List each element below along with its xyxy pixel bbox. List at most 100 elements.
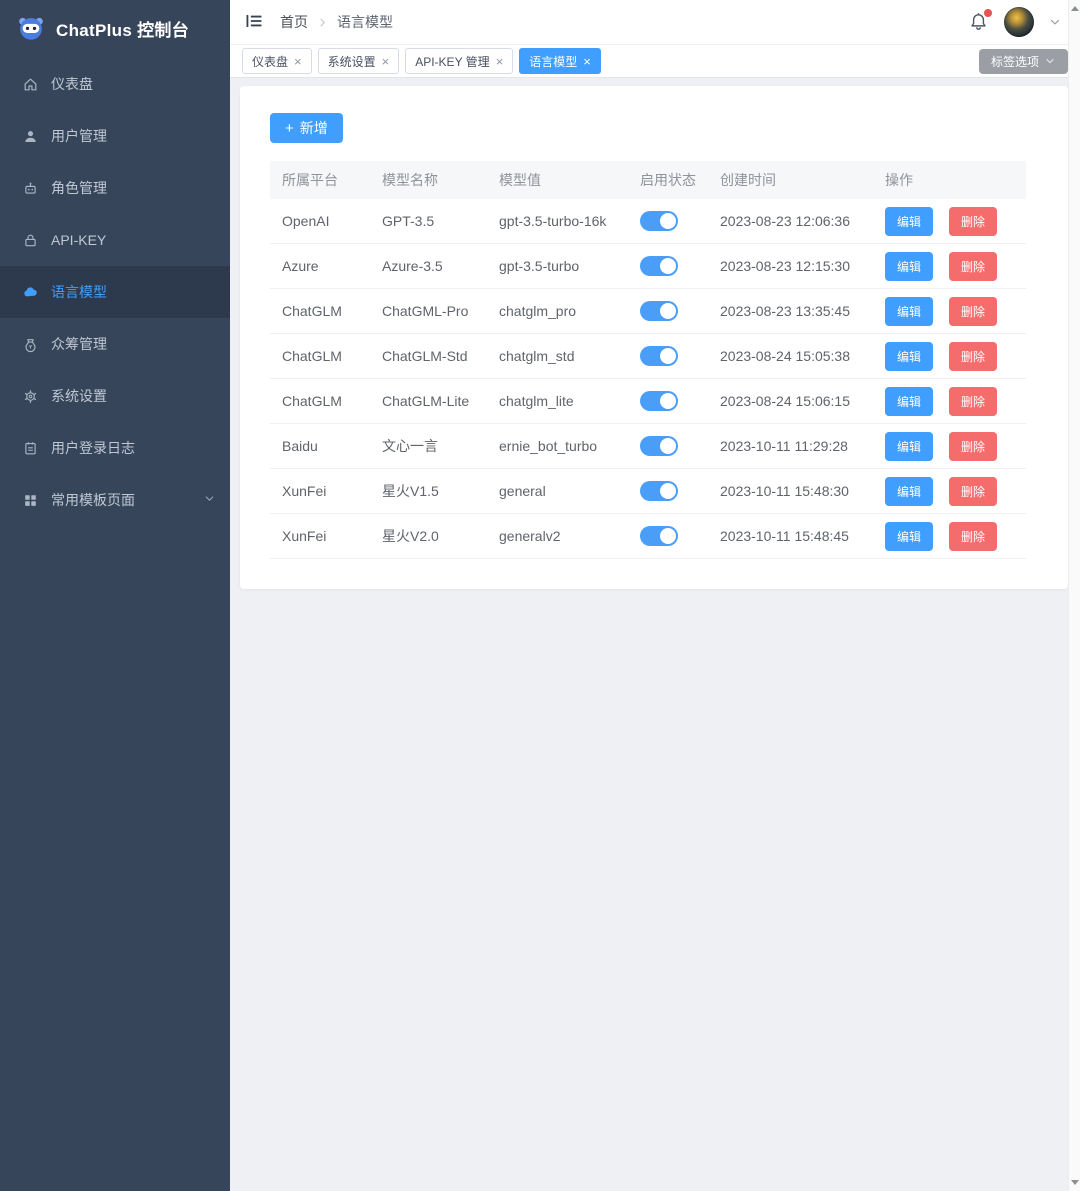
cell-platform: ChatGLM — [282, 303, 342, 319]
edit-button[interactable]: 编辑 — [885, 341, 934, 371]
delete-button[interactable]: 删除 — [949, 521, 998, 551]
tab[interactable]: 语言模型 × — [519, 48, 601, 74]
sidebar-item-roles[interactable]: 角色管理 — [0, 162, 230, 214]
close-icon[interactable]: × — [495, 53, 504, 69]
cell-model-name: 星火V2.0 — [382, 528, 439, 544]
edit-button[interactable]: 编辑 — [885, 206, 934, 236]
cell-status — [628, 526, 708, 546]
cell-status — [628, 211, 708, 231]
cell-model-name: GPT-3.5 — [382, 213, 435, 229]
cell-model-value: chatglm_std — [499, 348, 575, 364]
scroll-up-arrow[interactable] — [1070, 6, 1079, 11]
enable-toggle[interactable] — [640, 211, 678, 231]
cell-model-name: ChatGML-Pro — [382, 303, 469, 319]
cell-created: 2023-08-23 12:15:30 — [720, 258, 850, 274]
sidebar-item-login-log[interactable]: 用户登录日志 — [0, 422, 230, 474]
delete-button[interactable]: 删除 — [949, 251, 998, 281]
tab[interactable]: API-KEY 管理 × — [405, 48, 514, 74]
apikey-icon — [22, 232, 39, 249]
table-row: ChatGLM ChatGML-Pro chatglm_pro 2023-08-… — [270, 289, 1026, 334]
sidebar-item-apikey[interactable]: API-KEY — [0, 214, 230, 266]
models-table: 所属平台 模型名称 模型值 启用状态 创建时间 操作 OpenAI GPT-3.5 gpt… — [270, 161, 1026, 559]
tag-options-button[interactable]: 标签选项 — [978, 48, 1068, 74]
enable-toggle[interactable] — [640, 481, 678, 501]
column-header: 操作 — [885, 172, 913, 188]
cell-created: 2023-08-23 13:35:45 — [720, 303, 850, 319]
sidebar-item-users[interactable]: 用户管理 — [0, 110, 230, 162]
templates-icon — [22, 492, 39, 509]
login-log-icon — [22, 440, 39, 457]
main-area: 首页 语言模型 仪表盘 × 系统设置 × API-KEY 管理 × 语言模型 × — [230, 0, 1080, 1191]
tab[interactable]: 系统设置 × — [317, 48, 400, 74]
enable-toggle[interactable] — [640, 526, 678, 546]
enable-toggle[interactable] — [640, 391, 678, 411]
breadcrumb-current: 语言模型 — [337, 14, 393, 30]
enable-toggle[interactable] — [640, 436, 678, 456]
enable-toggle[interactable] — [640, 301, 678, 321]
column-header: 模型名称 — [382, 172, 438, 188]
cell-actions: 编辑 删除 — [873, 386, 1026, 416]
sidebar-item-models[interactable]: 语言模型 — [0, 266, 230, 318]
edit-button[interactable]: 编辑 — [885, 431, 934, 461]
sidebar-item-settings[interactable]: 系统设置 — [0, 370, 230, 422]
plus-icon: + — [285, 119, 294, 137]
app-logo: ChatPlus 控制台 — [0, 0, 230, 56]
scroll-down-arrow[interactable] — [1070, 1180, 1079, 1185]
delete-button[interactable]: 删除 — [949, 206, 998, 236]
table-row: XunFei 星火V1.5 general 2023-10-11 15:48:3… — [270, 469, 1026, 514]
sidebar-item-dashboard[interactable]: 仪表盘 — [0, 58, 230, 110]
close-icon[interactable]: × — [583, 53, 591, 69]
table-row: ChatGLM ChatGLM-Lite chatglm_lite 2023-0… — [270, 379, 1026, 424]
cell-model-name: Azure-3.5 — [382, 258, 443, 274]
sidebar-item-templates[interactable]: 常用模板页面 — [0, 474, 230, 526]
add-button[interactable]: + 新增 — [270, 113, 343, 143]
column-header: 模型值 — [499, 172, 541, 188]
table-row: XunFei 星火V2.0 generalv2 2023-10-11 15:48… — [270, 514, 1026, 559]
cell-status — [628, 256, 708, 276]
delete-button[interactable]: 删除 — [949, 341, 998, 371]
sidebar-fold-icon[interactable] — [244, 11, 266, 33]
delete-button[interactable]: 删除 — [949, 296, 998, 326]
cell-actions: 编辑 删除 — [873, 521, 1026, 551]
edit-button[interactable]: 编辑 — [885, 521, 934, 551]
delete-button[interactable]: 删除 — [949, 476, 998, 506]
settings-icon — [22, 388, 39, 405]
table-body: OpenAI GPT-3.5 gpt-3.5-turbo-16k 2023-08… — [270, 199, 1026, 559]
cell-actions: 编辑 删除 — [873, 296, 1026, 326]
sidebar-item-funding[interactable]: 众筹管理 — [0, 318, 230, 370]
cell-actions: 编辑 删除 — [873, 476, 1026, 506]
delete-button[interactable]: 删除 — [949, 431, 998, 461]
cell-created: 2023-10-11 15:48:30 — [720, 483, 849, 499]
cell-model-value: ernie_bot_turbo — [499, 438, 598, 454]
enable-toggle[interactable] — [640, 346, 678, 366]
edit-button[interactable]: 编辑 — [885, 251, 934, 281]
column-header: 创建时间 — [720, 172, 776, 188]
breadcrumb-home[interactable]: 首页 — [280, 14, 308, 30]
funding-icon — [22, 336, 39, 353]
notifications-bell-icon[interactable] — [968, 9, 992, 34]
table-row: ChatGLM ChatGLM-Std chatglm_std 2023-08-… — [270, 334, 1026, 379]
cell-actions: 编辑 删除 — [873, 431, 1026, 461]
cell-status — [628, 391, 708, 411]
models-icon — [22, 284, 39, 301]
tab[interactable]: 仪表盘 × — [242, 48, 312, 74]
cell-actions: 编辑 删除 — [873, 341, 1026, 371]
avatar[interactable] — [1004, 7, 1034, 37]
cell-model-value: gpt-3.5-turbo — [499, 258, 580, 274]
edit-button[interactable]: 编辑 — [885, 386, 934, 416]
user-menu-chevron-icon[interactable] — [1048, 15, 1062, 29]
enable-toggle[interactable] — [640, 256, 678, 276]
delete-button[interactable]: 删除 — [949, 386, 998, 416]
sidebar: ChatPlus 控制台 仪表盘 用户管理 角色管理 API-KEY 语言模型 — [0, 0, 230, 1191]
app-title: ChatPlus 控制台 — [56, 20, 190, 40]
close-icon[interactable]: × — [381, 53, 390, 69]
edit-button[interactable]: 编辑 — [885, 296, 934, 326]
cell-model-value: chatglm_pro — [499, 303, 577, 319]
edit-button[interactable]: 编辑 — [885, 476, 934, 506]
cell-actions: 编辑 删除 — [873, 206, 1026, 236]
close-icon[interactable]: × — [294, 53, 302, 69]
scrollbar[interactable] — [1068, 0, 1080, 1191]
roles-icon — [22, 180, 39, 197]
cell-created: 2023-08-24 15:06:15 — [720, 393, 850, 409]
cell-status — [628, 301, 708, 321]
